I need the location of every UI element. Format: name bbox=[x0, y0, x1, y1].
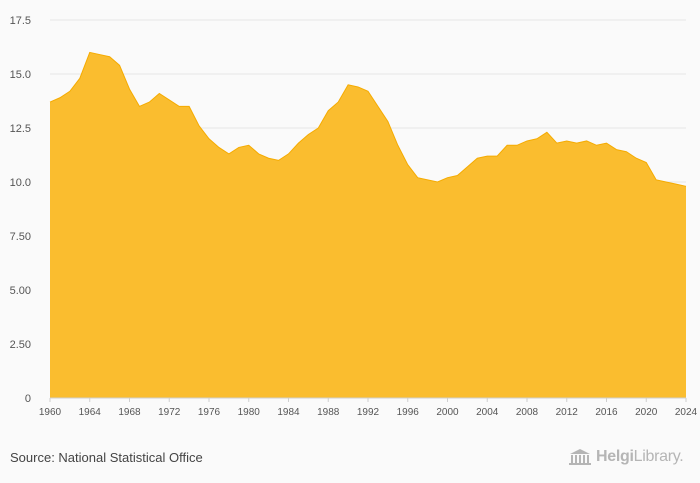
x-tick-label: 2012 bbox=[556, 407, 579, 418]
x-tick-label: 1960 bbox=[39, 407, 62, 418]
x-tick-label: 1964 bbox=[79, 407, 102, 418]
x-tick-label: 1968 bbox=[118, 407, 141, 418]
y-tick-label: 2.50 bbox=[10, 339, 31, 351]
source-note: Source: National Statistical Office bbox=[10, 450, 203, 465]
y-tick-label: 0 bbox=[25, 393, 31, 405]
y-tick-label: 15.0 bbox=[10, 69, 31, 81]
y-tick-label: 17.5 bbox=[10, 15, 31, 27]
x-axis-ticks: 1960 1964 1968 1972 1976 1980 1984 1988 1992 1996… bbox=[39, 398, 698, 418]
x-tick-label: 1984 bbox=[277, 407, 300, 418]
y-tick-label: 12.5 bbox=[10, 123, 31, 135]
x-tick-label: 1980 bbox=[238, 407, 261, 418]
brand-name-part1: Helgi bbox=[596, 448, 634, 465]
y-tick-label: 10.0 bbox=[10, 177, 31, 189]
data-area bbox=[49, 51, 687, 399]
library-building-icon bbox=[569, 449, 591, 465]
x-tick-label: 2004 bbox=[476, 407, 499, 418]
x-tick-label: 2020 bbox=[635, 407, 658, 418]
x-tick-label: 2000 bbox=[436, 407, 459, 418]
x-tick-label: 1996 bbox=[397, 407, 420, 418]
y-axis-ticks: 0 2.50 5.00 7.50 10.0 12.5 15.0 17.5 bbox=[10, 15, 31, 405]
x-tick-label: 2016 bbox=[595, 407, 618, 418]
x-tick-label: 1976 bbox=[198, 407, 221, 418]
x-tick-label: 1988 bbox=[317, 407, 340, 418]
brand-name-part2: Library. bbox=[633, 448, 684, 465]
x-tick-label: 2008 bbox=[516, 407, 539, 418]
x-tick-label: 1972 bbox=[158, 407, 181, 418]
y-tick-label: 7.50 bbox=[10, 231, 31, 243]
x-tick-label: 2024 bbox=[675, 407, 698, 418]
x-tick-label: 1992 bbox=[357, 407, 380, 418]
brand-logo: HelgiLibrary. bbox=[568, 448, 684, 466]
y-tick-label: 5.00 bbox=[10, 285, 31, 297]
